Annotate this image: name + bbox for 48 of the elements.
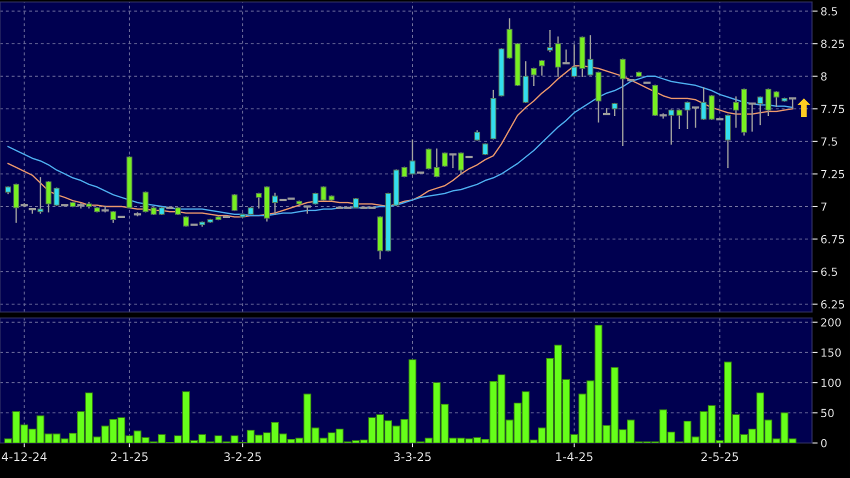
candlestick <box>102 206 109 212</box>
candlestick <box>474 130 480 141</box>
candlestick <box>232 194 238 212</box>
y-tick-label: 7.25 <box>821 170 844 178</box>
y-tick-label: 7.5 <box>821 137 838 146</box>
y-tick-label: 100 <box>822 378 841 387</box>
x-tick-label: 3-2-25 <box>224 452 261 462</box>
candlestick <box>401 166 408 178</box>
candlestick <box>320 186 326 201</box>
candlestick <box>434 148 440 178</box>
candlestick <box>547 30 553 52</box>
candlestick <box>530 68 537 86</box>
candlestick <box>304 205 311 214</box>
candlestick <box>538 60 545 76</box>
y-tick-label: 8 <box>821 72 827 81</box>
candlestick <box>142 191 149 212</box>
candlestick <box>748 102 756 132</box>
candlestick <box>676 109 682 130</box>
candlestick <box>442 152 448 167</box>
y-tick-label: 150 <box>822 348 841 357</box>
x-tick-label: 2-5-25 <box>701 452 738 462</box>
x-tick-label: 1-4-25 <box>556 452 592 462</box>
y-tick-label: 8.5 <box>821 7 838 16</box>
y-tick-label: 7 <box>821 202 826 211</box>
x-tick-label: 3-3-25 <box>394 452 431 462</box>
candlestick <box>28 208 36 214</box>
candlestick <box>733 96 739 128</box>
x-tick-label: 4-12-24 <box>2 452 47 461</box>
y-tick-label: 200 <box>821 318 841 327</box>
x-tick-label: 2-1-25 <box>110 452 148 462</box>
y-tick-label: 6.75 <box>821 235 844 244</box>
candlestick <box>482 143 488 156</box>
candlestick <box>46 181 52 212</box>
candlestick <box>312 192 318 205</box>
candlestick <box>612 102 618 116</box>
candlestick <box>773 91 780 107</box>
y-tick-label: 8.25 <box>821 40 844 48</box>
candlestick <box>587 35 594 76</box>
candlestick <box>562 50 570 64</box>
candlestick <box>426 148 432 170</box>
y-tick-label: 6.25 <box>821 300 844 309</box>
candlestick <box>765 88 772 116</box>
y-tick-label: 50 <box>821 408 834 418</box>
candlestick <box>256 192 262 208</box>
y-tick-label: 6.5 <box>821 268 838 276</box>
y-tick-label: 0 <box>821 438 827 448</box>
y-tick-label: 7.75 <box>821 104 844 114</box>
candlestick <box>571 44 578 77</box>
